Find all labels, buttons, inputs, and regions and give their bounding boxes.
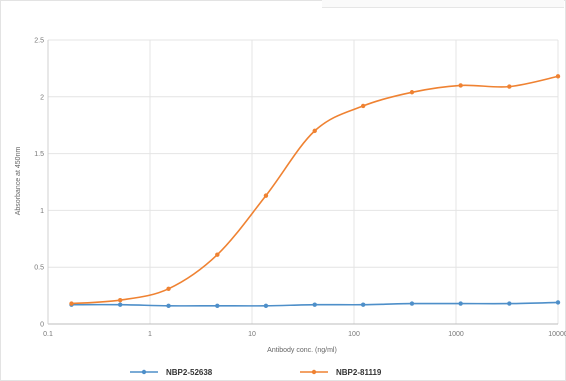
y-tick-label: 2.5 xyxy=(34,38,44,45)
y-tick-label: 1.5 xyxy=(34,151,44,158)
legend-item: NBP2-81119 xyxy=(300,368,382,377)
legend-item: NBP2-52638 xyxy=(130,368,213,377)
legend: NBP2-52638 NBP2-81119 xyxy=(130,368,382,377)
legend-swatch-marker xyxy=(141,369,147,375)
data-point xyxy=(458,301,463,306)
grid xyxy=(48,39,559,324)
x-tick-label: 0.1 xyxy=(43,331,53,338)
data-point xyxy=(117,297,123,303)
axes: 0.1 1 10 100 1000 10000 0 0.5 1 1.5 2 2.5 xyxy=(34,38,566,339)
y-tick-label: 0.5 xyxy=(34,265,44,272)
data-point xyxy=(360,103,366,109)
data-point xyxy=(69,301,74,306)
series-line xyxy=(71,75,559,305)
x-tick-label: 10000 xyxy=(548,331,566,338)
data-point xyxy=(312,302,317,307)
data-point xyxy=(555,74,561,79)
data-point xyxy=(263,193,269,198)
x-tick-label: 100 xyxy=(348,331,360,338)
x-tick-label: 10 xyxy=(248,331,256,338)
legend-label: NBP2-81119 xyxy=(336,368,382,377)
data-point xyxy=(215,303,220,309)
legend-label: NBP2-52638 xyxy=(166,368,213,377)
data-point xyxy=(409,301,415,306)
x-axis-title: Antibody conc. (ng/ml) xyxy=(267,347,337,354)
data-point xyxy=(507,84,512,89)
data-point xyxy=(166,303,171,309)
data-point xyxy=(360,302,366,307)
series-layer xyxy=(69,74,561,309)
data-point xyxy=(409,90,415,95)
series-nbp2-52638 xyxy=(69,300,561,309)
y-tick-label: 0 xyxy=(40,322,44,329)
x-tick-label: 1000 xyxy=(448,331,464,338)
data-point xyxy=(117,302,123,307)
data-point xyxy=(215,252,220,257)
x-tick-label: 1 xyxy=(148,331,152,338)
series-nbp2-81119 xyxy=(69,74,561,306)
y-tick-label: 2 xyxy=(40,94,44,101)
window-top-strip xyxy=(322,0,564,8)
data-point xyxy=(166,286,171,291)
data-point xyxy=(507,301,512,306)
legend-swatch-marker xyxy=(311,369,317,375)
y-axis-title: Absorbance at 450nm xyxy=(15,147,22,216)
y-tick-label: 1 xyxy=(40,208,44,215)
data-point xyxy=(312,128,317,134)
data-point xyxy=(263,303,269,309)
data-point xyxy=(458,83,463,88)
data-point xyxy=(555,300,561,305)
